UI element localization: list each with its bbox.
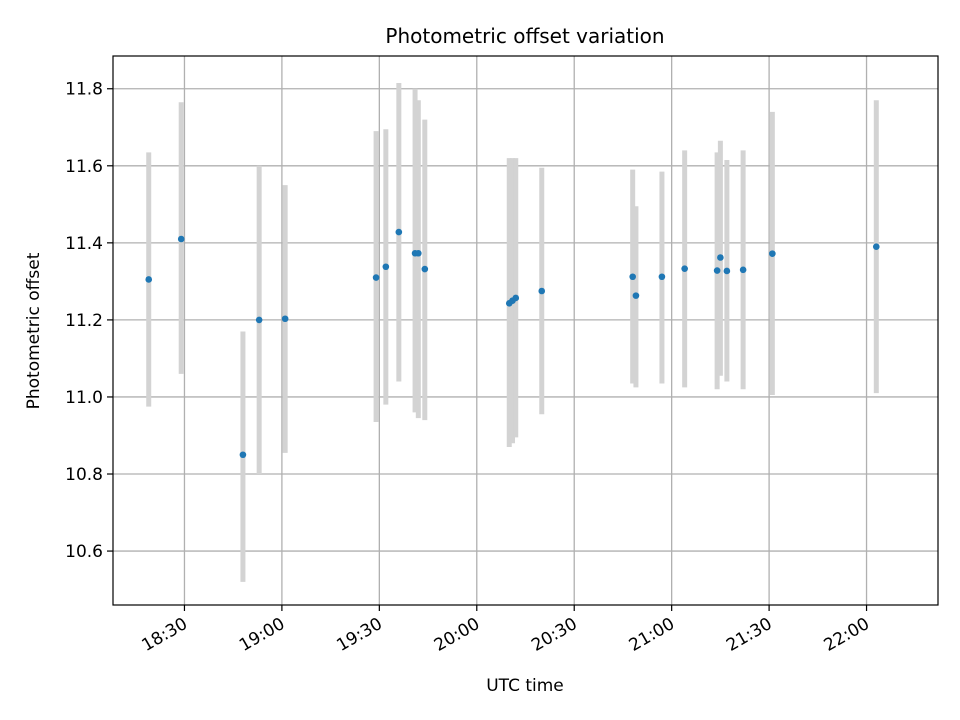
y-tick-label: 11.2 <box>65 311 103 331</box>
data-point <box>255 316 263 324</box>
data-point <box>632 292 640 299</box>
data-point <box>769 250 776 257</box>
x-axis-label: UTC time <box>486 676 564 696</box>
data-point <box>713 267 721 274</box>
data-point <box>415 249 422 257</box>
data-point <box>382 263 390 271</box>
y-tick-label: 11.8 <box>65 80 103 100</box>
data-point <box>281 315 289 323</box>
chart-title: Photometric offset variation <box>385 24 664 48</box>
y-tick-label: 11.0 <box>65 388 103 408</box>
data-point <box>395 228 403 236</box>
data-point <box>239 451 247 459</box>
y-axis-label: Photometric offset <box>24 252 44 409</box>
y-tick-label: 11.6 <box>65 157 103 177</box>
data-point <box>177 235 185 243</box>
data-points <box>145 228 880 459</box>
y-tick-label: 10.8 <box>65 465 103 485</box>
data-point <box>739 266 747 274</box>
data-point <box>421 265 429 273</box>
y-axis: 10.6 10.8 11.0 11.2 11.4 11.6 11.8 <box>65 80 113 562</box>
data-point <box>717 254 724 261</box>
data-point <box>723 267 731 275</box>
data-point <box>681 265 688 272</box>
y-tick-label: 10.6 <box>65 542 103 562</box>
data-point <box>145 276 153 283</box>
y-tick-label: 11.4 <box>65 234 103 254</box>
data-point <box>629 273 636 281</box>
data-point <box>658 273 666 281</box>
plot-frame <box>112 55 939 606</box>
data-point <box>538 287 546 295</box>
data-point <box>512 294 520 302</box>
grid <box>113 56 938 605</box>
data-point <box>872 243 880 251</box>
data-point <box>372 274 380 281</box>
